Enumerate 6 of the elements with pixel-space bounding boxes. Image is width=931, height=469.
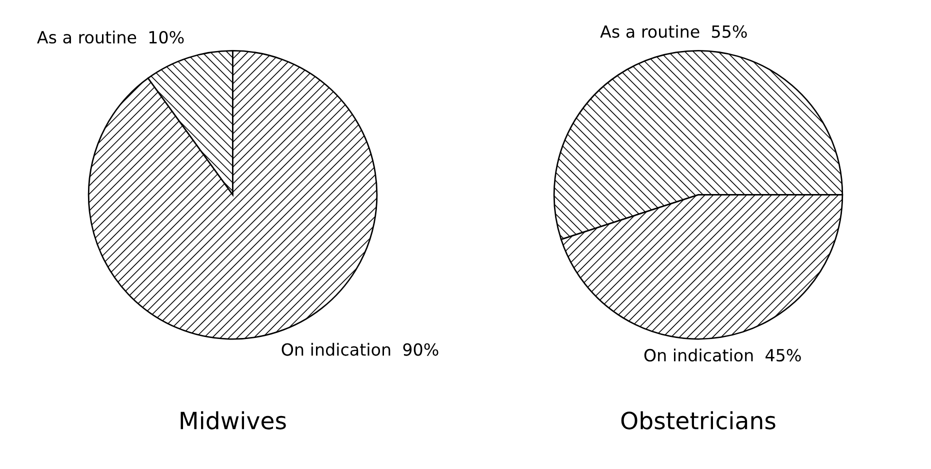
slice-label: On indication 45%	[644, 348, 801, 362]
text: Obstetricians	[621, 411, 776, 430]
slice-label: As a routine 10%	[37, 30, 184, 44]
slice-label: On indication 90%	[282, 342, 438, 356]
slice-label: As a routine 55%	[600, 24, 747, 38]
text: Midwives	[180, 411, 286, 430]
